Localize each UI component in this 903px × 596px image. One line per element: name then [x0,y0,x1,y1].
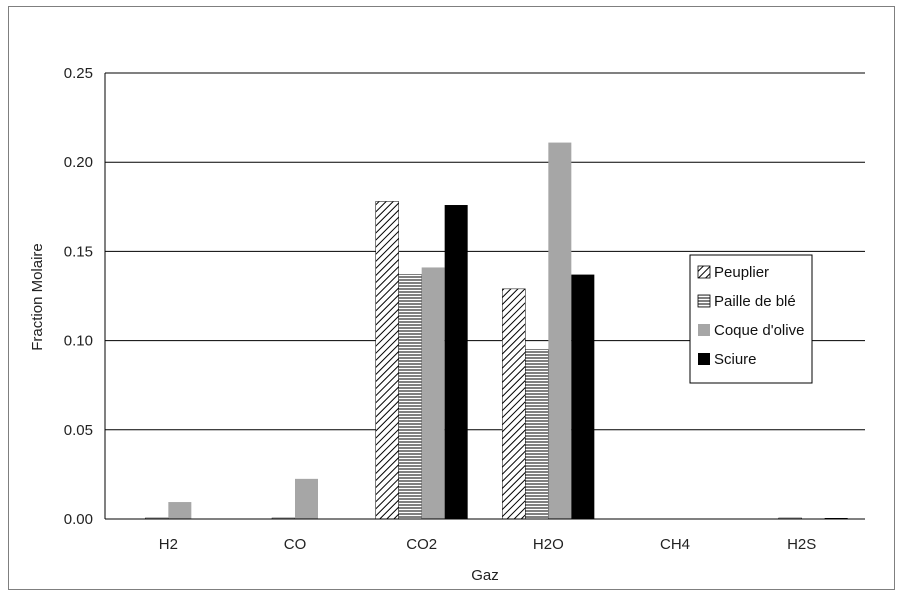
x-tick-label: CO [284,536,307,553]
bar [168,502,192,519]
bar [421,267,445,519]
bar [502,288,526,520]
legend-swatch [697,265,711,279]
legend-label: Coque d'olive [714,322,804,339]
bars [145,142,848,520]
legend-swatch [698,324,710,336]
y-tick-label: 0.00 [64,511,93,528]
y-tick-label: 0.20 [64,154,93,171]
bar [548,142,572,520]
axes [104,73,865,520]
legend-label: Paille de blé [714,293,796,310]
y-tick-labels: 0.00 0.05 0.10 0.15 0.20 0.25 [64,65,93,528]
x-axis-title: Gaz [471,567,499,584]
y-tick-label: 0.25 [64,65,93,82]
y-tick-label: 0.15 [64,243,93,260]
legend: Peuplier Paille de blé Coque d'olive Sciure [689,254,813,384]
bar [525,349,549,520]
x-tick-label: H2O [533,536,564,553]
legend-label: Sciure [714,351,757,368]
x-tick-labels: H2 CO CO2 H2O CH4 H2S [159,536,817,553]
bar [295,478,318,519]
bar [571,274,595,519]
x-tick-label: CH4 [660,536,690,553]
legend-swatch [698,353,710,365]
x-tick-label: H2 [159,536,178,553]
x-tick-label: CO2 [406,536,437,553]
x-tick-label: H2S [787,536,816,553]
legend-swatch [697,294,711,308]
bar [444,205,468,520]
legend-label: Peuplier [714,264,769,281]
y-tick-label: 0.10 [64,333,93,350]
bar [398,274,422,520]
y-tick-label: 0.05 [64,422,93,439]
bar [375,201,399,520]
y-axis-title: Fraction Molaire [29,243,46,351]
